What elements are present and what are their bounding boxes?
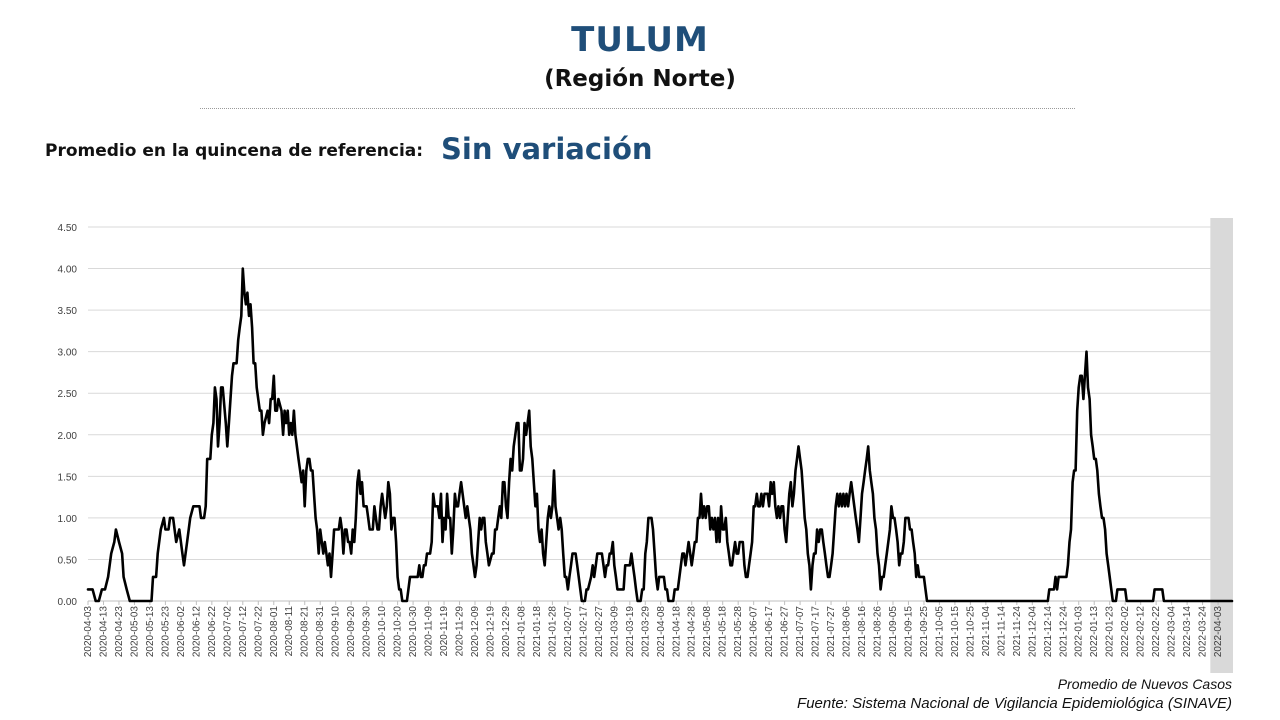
- x-tick-label: 2021-08-16: [857, 606, 868, 658]
- x-tick-label: 2020-12-09: [470, 606, 481, 658]
- x-tick-label: 2022-01-23: [1105, 606, 1116, 658]
- x-tick-label: 2020-08-01: [269, 606, 280, 658]
- x-tick-label: 2020-10-10: [377, 606, 388, 658]
- y-tick-label: 1.00: [58, 514, 78, 525]
- series-line-layer: [86, 267, 1234, 603]
- x-tick-label: 2020-04-13: [98, 606, 109, 658]
- x-tick-label: 2020-09-30: [362, 606, 373, 658]
- shaded-region-layer: [1210, 218, 1233, 673]
- shaded-region: [1210, 218, 1233, 673]
- x-tick-label: 2021-01-18: [532, 606, 543, 658]
- x-tick-label: 2022-03-24: [1198, 606, 1209, 658]
- x-tick-label: 2022-04-03: [1213, 606, 1224, 658]
- y-tick-label: 0.50: [58, 555, 78, 566]
- series-line: [86, 267, 1234, 603]
- gridlines-layer: [88, 226, 1232, 602]
- x-tick-label: 2021-11-14: [996, 606, 1007, 657]
- x-tick-label: 2021-06-17: [764, 606, 775, 658]
- x-tick-label: 2020-07-02: [222, 606, 233, 658]
- series-note: Promedio de Nuevos Casos: [1057, 676, 1232, 692]
- x-tick-label: 2020-05-23: [160, 606, 171, 658]
- x-tick-label: 2021-03-29: [640, 606, 651, 658]
- x-tick-label: 2022-01-13: [1089, 606, 1100, 658]
- y-tick-label: 3.50: [58, 306, 78, 317]
- x-tick-label: 2021-01-08: [516, 606, 527, 658]
- source-note: Fuente: Sistema Nacional de Vigilancia E…: [797, 695, 1232, 712]
- x-tick-label: 2021-10-15: [950, 606, 961, 658]
- x-tick-label: 2021-10-05: [934, 606, 945, 658]
- x-tick-label: 2021-07-17: [811, 606, 822, 658]
- y-tick-label: 3.00: [58, 348, 78, 359]
- y-tick-label: 1.50: [58, 472, 78, 483]
- x-tick-label: 2020-11-19: [439, 606, 450, 657]
- x-tick-label: 2020-04-23: [114, 606, 125, 658]
- y-tick-labels-layer: 0.00 0.50 1.00 1.50 2.00 2.50 3.00 3.50 4.00 4.50: [58, 223, 78, 608]
- x-tick-label: 2021-08-06: [842, 606, 853, 658]
- x-tick-label: 2020-08-31: [315, 606, 326, 658]
- x-tick-label: 2020-10-30: [408, 606, 419, 658]
- x-tick-label: 2020-12-29: [501, 606, 512, 658]
- x-tick-label: 2022-02-22: [1151, 606, 1162, 658]
- x-tick-label: 2020-11-29: [455, 606, 466, 657]
- x-tick-label: 2021-05-28: [733, 606, 744, 658]
- x-tick-label: 2021-05-18: [718, 606, 729, 658]
- y-tick-label: 2.50: [58, 389, 78, 400]
- x-tick-label: 2021-11-24: [1012, 606, 1023, 657]
- x-tick-label: 2021-10-25: [965, 606, 976, 658]
- x-tick-label: 2021-01-28: [547, 606, 558, 658]
- x-tick-label: 2020-05-13: [145, 606, 156, 658]
- x-tick-label: 2020-07-12: [238, 606, 249, 658]
- x-tick-labels-layer: 2020-04-03 2020-04-13 2020-04-23 2020-05-03…: [83, 601, 1224, 657]
- page-title: TULUM: [571, 20, 709, 60]
- x-tick-label: 2021-12-24: [1058, 606, 1069, 658]
- x-tick-label: 2020-04-03: [83, 606, 94, 658]
- y-tick-label: 4.50: [58, 223, 78, 234]
- x-tick-label: 2021-02-17: [578, 606, 589, 658]
- x-tick-label: 2020-11-09: [424, 606, 435, 657]
- x-tick-label: 2022-01-03: [1074, 606, 1085, 658]
- x-tick-label: 2021-11-04: [981, 606, 992, 657]
- x-tick-label: 2022-02-02: [1120, 606, 1131, 658]
- x-tick-label: 2020-08-21: [300, 606, 311, 658]
- x-tick-label: 2021-04-08: [656, 606, 667, 658]
- x-tick-label: 2020-06-22: [207, 606, 218, 658]
- x-tick-label: 2021-07-27: [826, 606, 837, 658]
- reference-value: Sin variación: [441, 132, 653, 166]
- x-tick-label: 2021-12-14: [1043, 606, 1054, 658]
- x-tick-label: 2021-03-19: [625, 606, 636, 658]
- x-tick-label: 2020-06-12: [191, 606, 202, 658]
- x-tick-label: 2021-02-27: [594, 606, 605, 658]
- x-tick-label: 2021-12-04: [1027, 606, 1038, 658]
- x-tick-label: 2021-05-08: [702, 606, 713, 658]
- x-tick-label: 2021-08-26: [872, 606, 883, 658]
- x-tick-label: 2020-09-20: [346, 606, 357, 658]
- x-tick-label: 2021-06-27: [780, 606, 791, 658]
- x-tick-label: 2021-06-07: [749, 606, 760, 658]
- title-divider: [200, 108, 1075, 109]
- x-tick-label: 2020-06-02: [176, 606, 187, 658]
- x-tick-label: 2020-12-19: [485, 606, 496, 658]
- x-tick-label: 2022-03-04: [1167, 606, 1178, 658]
- x-tick-label: 2020-09-10: [331, 606, 342, 658]
- x-tick-label: 2021-09-15: [903, 606, 914, 658]
- x-tick-label: 2021-04-18: [671, 606, 682, 658]
- x-tick-label: 2020-10-20: [393, 606, 404, 658]
- y-tick-label: 0.00: [58, 597, 78, 608]
- x-tick-label: 2021-02-07: [563, 606, 574, 658]
- x-tick-label: 2022-02-12: [1136, 606, 1147, 658]
- x-tick-label: 2021-07-07: [795, 606, 806, 658]
- x-tick-label: 2021-09-25: [919, 606, 930, 658]
- y-tick-label: 2.00: [58, 431, 78, 442]
- y-tick-label: 4.00: [58, 265, 78, 276]
- page-subtitle: (Región Norte): [544, 66, 736, 92]
- x-tick-label: 2021-09-05: [888, 606, 899, 658]
- reference-label: Promedio en la quincena de referencia:: [45, 141, 424, 161]
- x-tick-label: 2022-03-14: [1182, 606, 1193, 658]
- x-tick-label: 2020-07-22: [253, 606, 264, 658]
- x-tick-label: 2020-08-11: [284, 606, 295, 657]
- x-tick-label: 2020-05-03: [129, 606, 140, 658]
- x-tick-label: 2021-04-28: [687, 606, 698, 658]
- x-tick-label: 2021-03-09: [609, 606, 620, 658]
